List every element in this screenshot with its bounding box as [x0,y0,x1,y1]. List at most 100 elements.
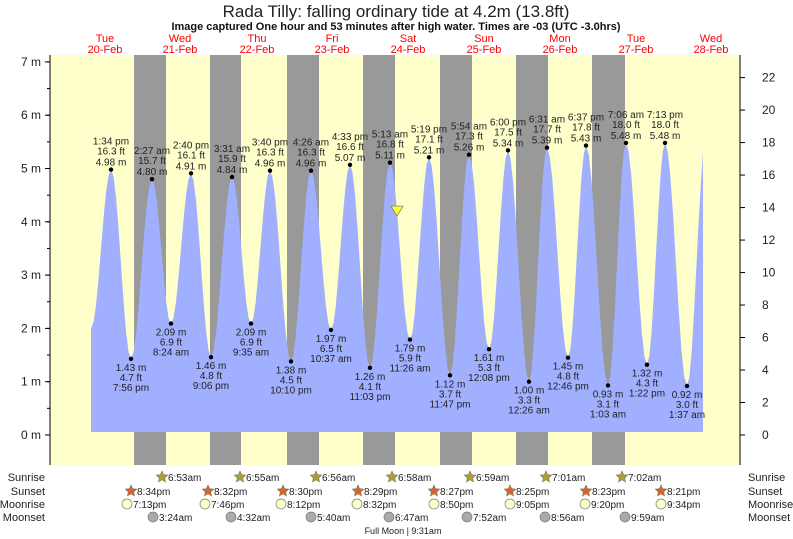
low-tide-time: 11:03 pm [350,392,391,403]
moonset-time: 9:59am [631,513,664,524]
high-tide-point [108,167,114,172]
high-tide-point [387,160,393,165]
low-tide-point [407,337,413,342]
low-tide-m: 0.93 m [593,389,624,400]
moonset-icon [461,511,473,523]
moonset-row-label: Moonset [3,512,45,524]
high-tide-m: 4.96 m [255,159,286,170]
day-name: Wed [700,33,722,45]
low-tide-m: 1.32 m [632,369,663,380]
sunset-time: 8:27pm [440,487,473,498]
high-tide-point [583,143,589,148]
high-tide-time: 3:40 pm [252,138,288,149]
sunrise-icon [155,470,169,483]
right-tick-label: 14 [762,201,776,215]
high-tide-time: 7:06 am [608,110,644,121]
moonrise-icon [428,498,440,510]
low-tide-point [605,383,611,388]
sunset-icon [124,484,138,497]
moonset-time: 3:24am [159,513,192,524]
moonrise-row-label: Moonrise [0,499,45,511]
sunrise-icon [309,470,323,483]
high-tide-ft: 16.3 ft [97,147,125,158]
low-tide-ft: 3.3 ft [518,396,540,407]
day-name: Fri [326,33,339,45]
high-tide-m: 4.84 m [217,165,248,176]
high-tide-time: 4:26 am [293,138,329,149]
right-tick-label: 12 [762,233,776,247]
day-name: Wed [169,33,191,45]
sunrise-row-label: Sunrise [8,472,45,484]
day-name: Mon [549,33,570,45]
sunset-row-label-right: Sunset [748,486,782,498]
moonrise-icon [504,498,516,510]
low-tide-m: 1.43 m [116,363,147,374]
low-tide-time: 10:37 am [310,354,352,365]
high-tide-m: 4.98 m [96,158,127,169]
low-tide-time: 12:08 pm [468,373,510,384]
day-name: Tue [96,33,115,45]
high-tide-ft: 16.3 ft [297,148,325,159]
day-name: Sat [400,33,417,45]
right-tick-label: 10 [762,266,776,280]
low-tide-m: 2.09 m [236,328,267,339]
moonset-time: 8:56am [551,513,584,524]
moonset-time: 4:32am [237,513,270,524]
low-tide-m: 1.97 m [316,334,347,345]
low-tide-point [447,373,453,378]
low-tide-ft: 4.3 ft [636,379,658,390]
moonrise-row-label-right: Moonrise [748,499,793,511]
moon-phase: Full Moon | 9:31am [365,526,442,536]
moonset-icon [305,511,317,523]
high-tide-time: 4:33 pm [332,132,368,143]
moonset-time: 6:47am [395,513,428,524]
moonrise-time: 8:12pm [287,500,320,511]
left-tick-label: 7 m [21,55,41,69]
current-level-marker [390,205,404,217]
high-tide-time: 5:54 am [451,122,487,133]
sunset-time: 8:21pm [667,487,700,498]
high-tide-time: 2:40 pm [173,140,209,151]
high-tide-point [267,168,273,173]
moonrise-time: 8:32pm [363,500,396,511]
low-tide-ft: 4.7 ft [120,373,142,384]
moonrise-icon [351,498,363,510]
low-tide-ft: 6.9 ft [240,338,262,349]
low-tide-ft: 4.8 ft [200,371,222,382]
low-tide-ft: 3.1 ft [597,399,619,410]
high-tide-m: 5.48 m [650,131,681,142]
moonset-icon [383,511,395,523]
sunset-time: 8:29pm [364,487,397,498]
day-name: Sun [474,33,494,45]
high-tide-m: 5.48 m [611,131,642,142]
high-tide-ft: 16.1 ft [177,150,205,161]
low-tide-point [486,346,492,352]
low-tide-ft: 4.8 ft [557,372,579,383]
high-tide-point [149,176,155,182]
low-tide-time: 11:47 pm [430,399,471,410]
low-tide-ft: 6.9 ft [160,338,182,349]
high-tide-point [505,148,511,153]
low-tide-time: 10:10 pm [270,385,312,396]
low-tide-time: 1:22 pm [629,389,665,400]
moonset-icon [539,511,551,523]
low-tide-time: 11:26 am [390,364,431,375]
moonset-time: 7:52am [473,513,506,524]
moonset-icon [225,511,237,523]
low-tide-time: 9:35 am [233,348,269,359]
left-tick-label: 3 m [21,268,41,282]
low-tide-point [367,365,373,371]
high-tide-time: 6:37 pm [568,113,604,124]
high-tide-ft: 15.9 ft [218,154,246,165]
high-tide-ft: 16.8 ft [376,140,404,151]
high-tide-point [308,168,314,173]
right-tick-label: 20 [762,103,776,117]
high-tide-point [662,140,668,146]
sunrise-time: 6:55am [246,473,279,484]
sunrise-icon [539,470,553,483]
high-tide-point [466,152,472,157]
low-tide-m: 2.09 m [156,328,187,339]
sunset-icon [503,484,517,497]
moonset-time: 5:40am [317,513,350,524]
high-tide-ft: 17.1 ft [415,134,443,145]
